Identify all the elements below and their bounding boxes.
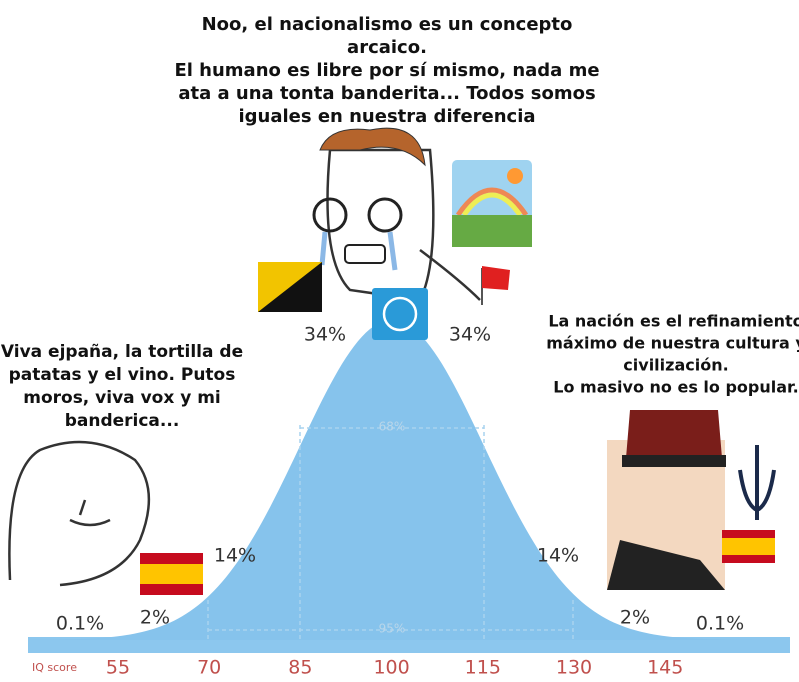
red-flag — [481, 266, 510, 305]
left-figure — [8, 440, 151, 587]
percent-label: 0.1% — [696, 613, 744, 635]
percent-label: 0.1% — [56, 613, 104, 635]
emblem — [738, 445, 776, 520]
spain-flag-right — [722, 530, 775, 563]
caption-line: patatas y el vino. Putos — [9, 365, 236, 385]
caption-line: civilización. — [623, 356, 728, 375]
caption-line: ata a una tonta banderita... Todos somos — [178, 83, 595, 104]
spain-flag-left — [140, 553, 203, 595]
caption-line: La nación es el refinamiento — [548, 312, 799, 331]
right-figure — [607, 410, 726, 590]
caption-line: Lo masivo no es lo popular. — [553, 378, 798, 397]
un-flag — [372, 288, 428, 340]
sd-lines — [207, 425, 574, 640]
percent-label: 14% — [214, 545, 256, 567]
caption-line: arcaico. — [347, 37, 427, 58]
caption-line: Viva ejpaña, la tortilla de — [1, 342, 243, 362]
band-label: 95% — [379, 622, 406, 636]
caption-line: máximo de nuestra cultura y — [546, 334, 799, 353]
caption-line: iguales en nuestra diferencia — [238, 106, 535, 127]
caption-line: Noo, el nacionalismo es un concepto — [202, 14, 573, 35]
bell-curve — [30, 320, 790, 640]
gadsden-flag — [258, 262, 322, 312]
base-strip — [28, 637, 790, 653]
percent-label: 2% — [140, 607, 170, 629]
center-figure — [312, 127, 481, 302]
percent-label: 34% — [449, 324, 491, 346]
caption-line: El humano es libre por sí mismo, nada me — [174, 60, 599, 81]
x-tick-label: 85 — [288, 657, 312, 679]
caption-line: moros, viva vox y mi — [23, 388, 221, 408]
percent-label: 34% — [304, 324, 346, 346]
x-tick-label: 55 — [106, 657, 130, 679]
x-tick-label: 145 — [647, 657, 683, 679]
x-tick-label: 70 — [197, 657, 221, 679]
rainbow-picture — [452, 160, 532, 247]
axis-label: IQ score — [32, 661, 77, 674]
x-tick-label: 115 — [465, 657, 501, 679]
band-label: 68% — [379, 420, 406, 434]
x-tick-label: 100 — [373, 657, 409, 679]
percent-label: 2% — [620, 607, 650, 629]
x-tick-label: 130 — [556, 657, 592, 679]
percent-label: 14% — [537, 545, 579, 567]
caption-line: banderica... — [65, 411, 180, 431]
